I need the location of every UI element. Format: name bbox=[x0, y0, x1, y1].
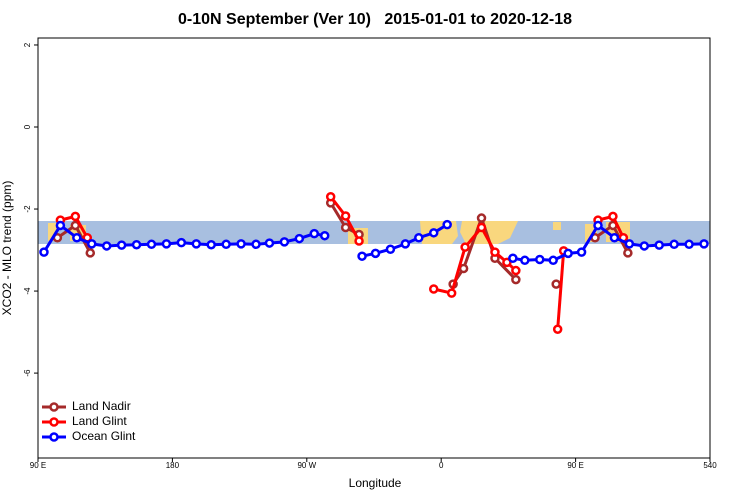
series-marker bbox=[511, 265, 521, 276]
series-marker bbox=[428, 228, 439, 238]
series-marker bbox=[511, 274, 521, 285]
x-tick-label: 540 bbox=[703, 461, 717, 470]
series-marker bbox=[176, 237, 187, 248]
y-tick-label: -6 bbox=[23, 369, 32, 377]
series-marker bbox=[294, 233, 305, 244]
series-marker bbox=[87, 239, 97, 249]
ocean-strip bbox=[38, 221, 710, 244]
series-marker bbox=[325, 191, 336, 202]
legend-label: Land Glint bbox=[72, 414, 127, 428]
series-marker bbox=[624, 239, 635, 249]
series-marker bbox=[251, 239, 261, 250]
series-marker bbox=[414, 232, 424, 243]
land-patch bbox=[48, 223, 58, 241]
land-patch bbox=[553, 222, 561, 230]
x-tick-label: 90 E bbox=[30, 461, 46, 470]
x-tick-label: 90 W bbox=[297, 461, 316, 470]
series-marker bbox=[551, 279, 561, 289]
series-marker bbox=[39, 247, 49, 257]
series-marker bbox=[55, 220, 66, 231]
series-marker bbox=[563, 248, 573, 259]
x-tick-label: 0 bbox=[439, 461, 444, 470]
x-tick-label: 180 bbox=[166, 461, 180, 470]
series-marker bbox=[458, 263, 469, 274]
series-marker bbox=[460, 242, 470, 252]
series-marker bbox=[370, 248, 381, 259]
series-marker bbox=[520, 255, 530, 266]
series-marker bbox=[593, 220, 603, 231]
series-marker bbox=[428, 284, 439, 294]
series-marker bbox=[236, 239, 246, 249]
series-marker bbox=[206, 239, 216, 250]
series-marker bbox=[357, 251, 367, 261]
series-marker bbox=[400, 239, 411, 249]
y-axis-label: XCO2 - MLO trend (ppm) bbox=[0, 181, 14, 316]
series-marker bbox=[161, 239, 172, 249]
legend-marker bbox=[49, 432, 59, 442]
series-marker bbox=[116, 240, 127, 250]
series-marker bbox=[476, 222, 487, 233]
series-marker bbox=[535, 254, 545, 265]
series-marker bbox=[669, 239, 679, 250]
land-patch bbox=[420, 221, 458, 244]
series-marker bbox=[552, 324, 563, 334]
series-marker bbox=[131, 239, 142, 250]
series-marker bbox=[309, 228, 320, 239]
series-marker bbox=[354, 236, 364, 246]
series-marker bbox=[609, 232, 620, 243]
y-tick-label: 0 bbox=[23, 124, 32, 129]
series-marker bbox=[70, 211, 81, 222]
series-marker bbox=[654, 240, 664, 250]
legend-marker bbox=[49, 402, 59, 412]
y-tick-label: 2 bbox=[23, 42, 32, 47]
series-marker bbox=[699, 239, 709, 249]
series-marker bbox=[191, 239, 202, 249]
chart-title: 0-10N September (Ver 10) 2015-01-01 to 2… bbox=[178, 11, 572, 28]
series-line bbox=[556, 250, 566, 330]
series-marker bbox=[684, 239, 694, 250]
series-marker bbox=[576, 247, 587, 257]
x-axis-label: Longitude bbox=[349, 476, 402, 490]
series-marker bbox=[608, 211, 618, 222]
series-marker bbox=[85, 248, 96, 258]
series-marker bbox=[146, 239, 157, 250]
series-marker bbox=[508, 253, 518, 264]
series-marker bbox=[442, 219, 452, 230]
series-marker bbox=[72, 232, 82, 243]
series-marker bbox=[476, 213, 487, 223]
series-marker bbox=[490, 247, 500, 257]
plot-frame bbox=[37, 37, 711, 459]
series-marker bbox=[319, 230, 330, 241]
series-marker bbox=[340, 211, 351, 221]
series-marker bbox=[446, 288, 457, 298]
series-marker bbox=[279, 237, 290, 247]
series-marker bbox=[101, 241, 112, 251]
series-marker bbox=[502, 257, 512, 268]
series-marker bbox=[639, 241, 650, 251]
x-tick-label: 90 E bbox=[567, 461, 583, 470]
legend-marker bbox=[49, 417, 59, 427]
series-marker bbox=[264, 238, 275, 248]
series-marker bbox=[221, 239, 231, 250]
y-tick-label: -4 bbox=[23, 287, 32, 295]
series-marker bbox=[385, 244, 396, 254]
series-marker bbox=[623, 248, 633, 258]
legend-label: Ocean Glint bbox=[72, 429, 136, 443]
legend-label: Land Nadir bbox=[72, 399, 131, 413]
series-marker bbox=[548, 255, 558, 266]
y-tick-label: -2 bbox=[23, 205, 32, 213]
series-marker bbox=[340, 222, 351, 233]
